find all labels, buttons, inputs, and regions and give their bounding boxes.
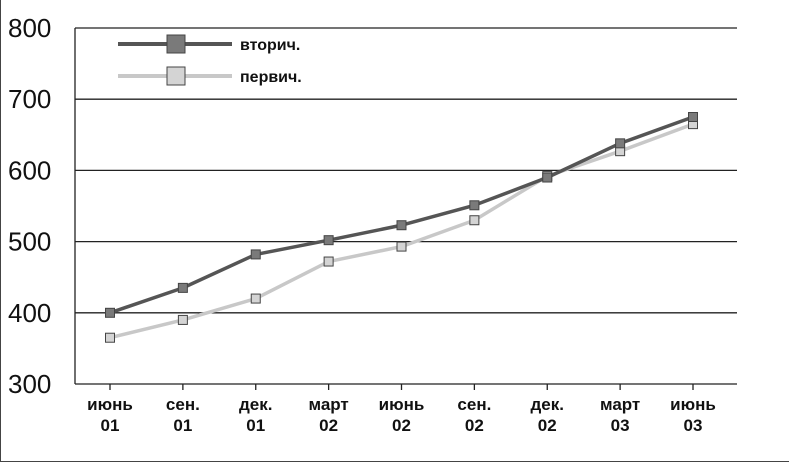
data-point [469, 215, 480, 226]
series-line-2 [109, 122, 694, 340]
data-point [105, 307, 115, 318]
x-axis: июнь 01 сен. 01 дек. 01 март 02 июнь 02 сен. 02 дек.… [87, 384, 716, 435]
y-axis: 300 400 500 600 700 800 [8, 13, 76, 399]
legend: вторич. первич. [118, 34, 302, 86]
data-point [396, 241, 407, 252]
legend-marker-2 [166, 66, 186, 86]
data-point [323, 256, 334, 267]
data-point [542, 172, 553, 183]
series-layer [105, 112, 698, 343]
x-tick-label: дек. [531, 395, 564, 414]
y-tick-label-700: 700 [8, 84, 51, 114]
data-point [323, 235, 334, 246]
data-point [250, 249, 261, 260]
x-tick-label: июнь [670, 395, 716, 414]
x-tick-label: март [308, 395, 348, 414]
x-tick-label: 02 [392, 416, 411, 435]
data-point [105, 332, 115, 343]
x-tick-label: дек. [239, 395, 272, 414]
data-point [615, 138, 626, 149]
data-point [469, 200, 480, 211]
x-tick-label: март [600, 395, 640, 414]
y-tick-label-600: 600 [8, 155, 51, 185]
data-point [250, 293, 261, 304]
y-tick-label-400: 400 [8, 298, 51, 328]
x-tick-label: 01 [101, 416, 120, 435]
x-tick-label: 02 [538, 416, 557, 435]
x-tick-label: 01 [173, 416, 192, 435]
x-tick-label: 03 [684, 416, 703, 435]
data-point [688, 112, 698, 122]
x-tick-label: 01 [246, 416, 265, 435]
legend-marker-1 [166, 34, 186, 54]
x-tick-label: 02 [465, 416, 484, 435]
data-point [177, 282, 188, 293]
legend-label-2: первич. [240, 69, 302, 86]
x-tick-label: 02 [319, 416, 338, 435]
y-tick-label-800: 800 [8, 13, 51, 43]
x-tick-label: сен. [166, 395, 200, 414]
y-tick-label-500: 500 [8, 227, 51, 257]
x-tick-label: сен. [457, 395, 491, 414]
series-line-1 [109, 115, 694, 315]
data-point [177, 314, 188, 325]
legend-label-1: вторич. [240, 37, 300, 54]
data-point [396, 220, 407, 231]
x-tick-label: июнь [87, 395, 133, 414]
x-tick-label: 03 [611, 416, 630, 435]
y-tick-label-300: 300 [8, 369, 51, 399]
x-tick-label: июнь [379, 395, 425, 414]
